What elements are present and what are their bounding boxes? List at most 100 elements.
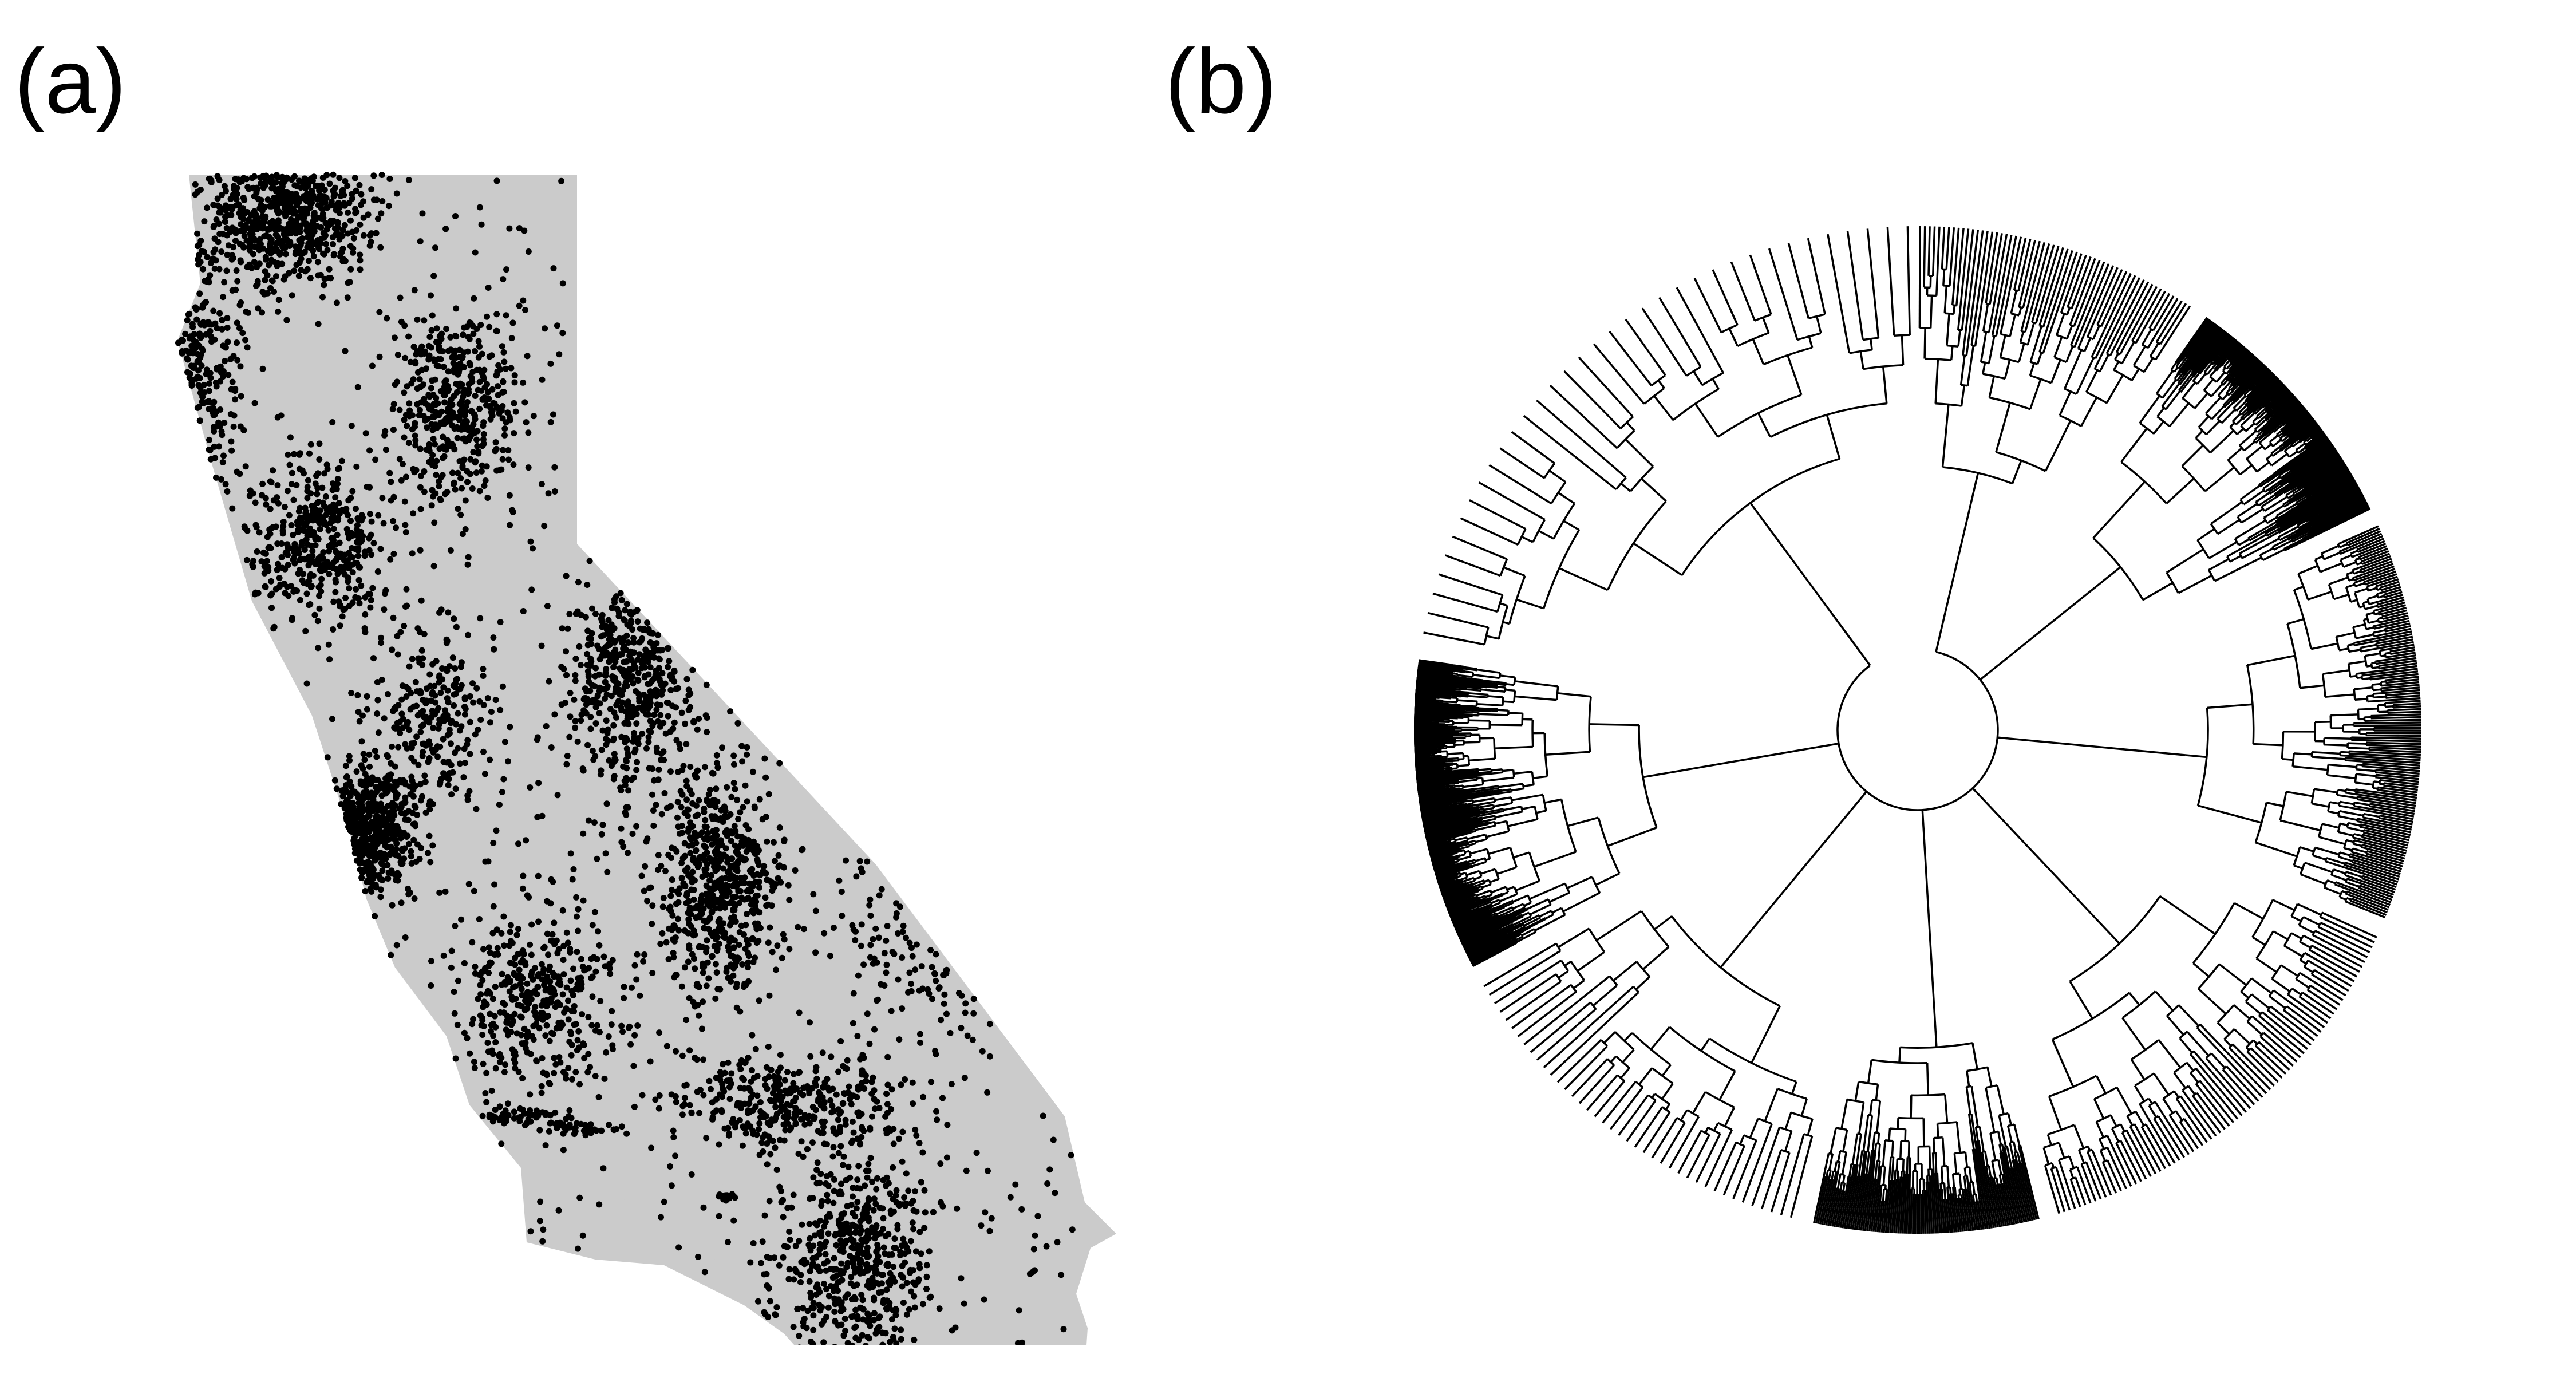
occurrence-point [366, 801, 373, 808]
occurrence-point [722, 1197, 729, 1204]
occurrence-point [480, 673, 487, 679]
occurrence-point [327, 543, 334, 550]
occurrence-point [882, 1250, 888, 1257]
occurrence-point [519, 1075, 526, 1081]
occurrence-point [246, 218, 252, 224]
occurrence-point [360, 823, 367, 830]
occurrence-point [673, 1048, 679, 1055]
occurrence-point [228, 256, 235, 263]
occurrence-point [602, 963, 609, 970]
occurrence-point [254, 226, 260, 232]
occurrence-point [499, 456, 506, 463]
occurrence-point [231, 183, 237, 189]
occurrence-point [234, 468, 240, 475]
occurrence-point [494, 945, 501, 951]
occurrence-point [752, 954, 758, 961]
occurrence-point [315, 516, 322, 523]
occurrence-point [291, 451, 297, 457]
occurrence-point [808, 1294, 814, 1301]
occurrence-point [458, 723, 465, 730]
occurrence-point [238, 221, 244, 228]
occurrence-point [920, 1093, 927, 1100]
occurrence-point [511, 430, 517, 437]
occurrence-point [831, 1284, 838, 1290]
occurrence-point [924, 986, 931, 993]
occurrence-point [517, 980, 524, 987]
occurrence-point [496, 1103, 503, 1110]
occurrence-point [857, 1223, 864, 1230]
occurrence-point [776, 1262, 783, 1269]
occurrence-point [421, 468, 428, 475]
occurrence-point [267, 179, 274, 185]
occurrence-point [872, 1201, 879, 1207]
occurrence-point [650, 643, 657, 650]
occurrence-point [423, 447, 430, 453]
occurrence-point [522, 962, 529, 968]
occurrence-point [316, 187, 323, 194]
occurrence-point [883, 1305, 890, 1312]
occurrence-point [392, 837, 399, 844]
occurrence-point [480, 748, 487, 755]
occurrence-point [579, 1011, 586, 1018]
occurrence-point [452, 486, 459, 493]
occurrence-point [228, 386, 235, 393]
occurrence-point [193, 316, 200, 323]
occurrence-point [786, 897, 793, 903]
occurrence-point [654, 631, 661, 638]
occurrence-point [484, 389, 491, 396]
occurrence-point [341, 202, 348, 209]
occurrence-point [217, 406, 224, 413]
occurrence-point [195, 261, 202, 268]
occurrence-point [370, 540, 377, 547]
occurrence-point [737, 880, 744, 887]
occurrence-point [668, 855, 674, 861]
occurrence-point [440, 433, 447, 440]
occurrence-point [286, 270, 293, 277]
occurrence-point [807, 1235, 813, 1242]
occurrence-point [408, 773, 415, 780]
occurrence-point [336, 204, 343, 211]
occurrence-point [386, 176, 393, 182]
occurrence-point [368, 879, 375, 886]
occurrence-point [921, 1225, 928, 1231]
occurrence-point [719, 744, 725, 751]
occurrence-point [671, 922, 678, 929]
occurrence-point [694, 1056, 700, 1063]
occurrence-point [309, 238, 315, 244]
occurrence-point [692, 813, 699, 819]
occurrence-point [867, 1155, 874, 1162]
occurrence-point [204, 204, 210, 211]
occurrence-point [764, 1140, 771, 1147]
occurrence-point [690, 932, 697, 939]
occurrence-point [479, 1032, 486, 1038]
occurrence-point [800, 1319, 807, 1326]
occurrence-point [393, 190, 400, 197]
occurrence-point [491, 1013, 498, 1020]
occurrence-point [222, 219, 228, 225]
occurrence-point [620, 843, 627, 850]
occurrence-point [847, 1253, 854, 1260]
occurrence-point [733, 894, 740, 901]
occurrence-point [594, 642, 601, 649]
occurrence-point [412, 432, 418, 439]
occurrence-point [254, 548, 260, 555]
occurrence-point [238, 299, 244, 306]
occurrence-point [893, 1187, 900, 1194]
occurrence-point [366, 484, 373, 491]
occurrence-point [681, 1095, 688, 1101]
occurrence-point [734, 833, 741, 840]
occurrence-point [655, 867, 661, 874]
occurrence-point [364, 706, 370, 713]
occurrence-point [827, 953, 833, 960]
occurrence-point [390, 427, 397, 433]
occurrence-point [1040, 1112, 1046, 1119]
occurrence-point [887, 1270, 894, 1277]
occurrence-point [535, 918, 542, 925]
occurrence-point [781, 1243, 788, 1250]
occurrence-point [683, 899, 690, 906]
occurrence-point [345, 230, 351, 237]
occurrence-point [280, 199, 287, 205]
occurrence-point [658, 756, 664, 763]
occurrence-point [383, 834, 390, 841]
occurrence-point [599, 822, 606, 828]
